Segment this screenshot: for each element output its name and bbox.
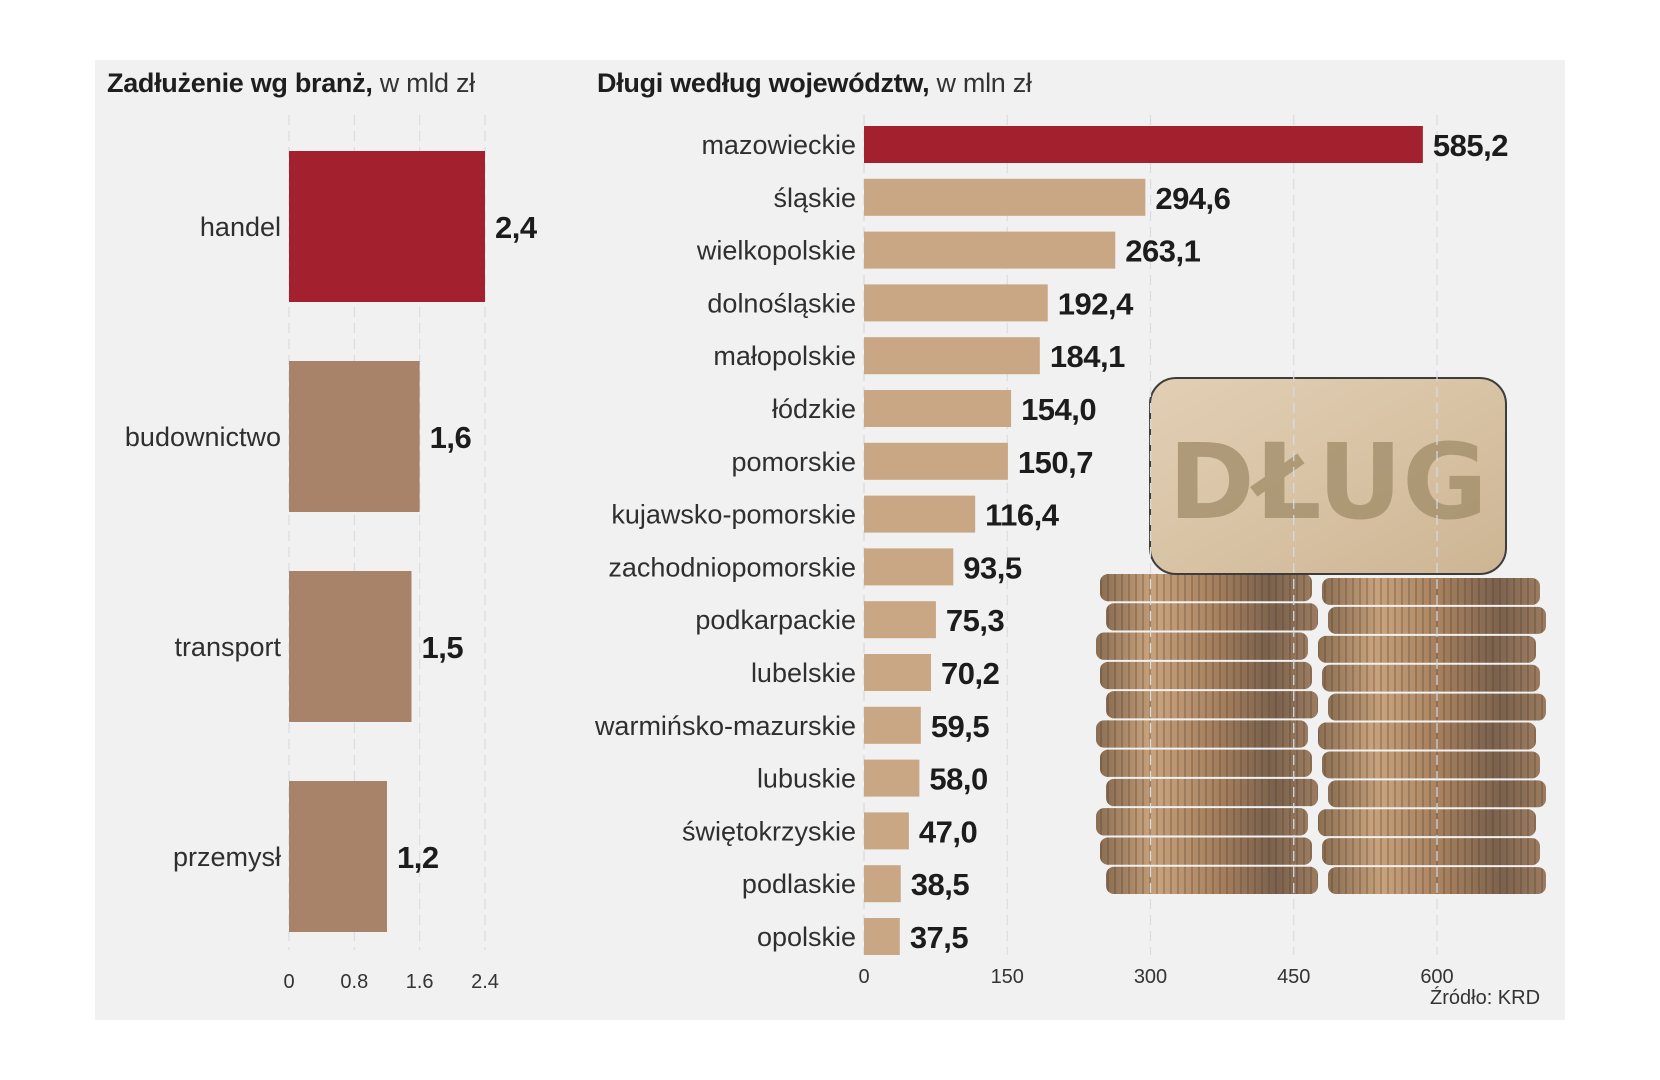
left-bar bbox=[289, 781, 387, 932]
right-bar bbox=[864, 390, 1012, 427]
right-value-label: 70,2 bbox=[941, 656, 999, 691]
right-chart-title: Długi według województw, w mln zł bbox=[597, 68, 1032, 99]
right-bar bbox=[864, 654, 932, 691]
left-x-tick-label: 1.6 bbox=[406, 971, 434, 993]
right-x-tick-label: 450 bbox=[1277, 966, 1310, 988]
right-bar bbox=[864, 231, 1116, 269]
left-chart-title-bold: Zadłużenie wg branż, bbox=[107, 68, 373, 98]
right-bar bbox=[864, 865, 901, 903]
right-value-label: 154,0 bbox=[1021, 392, 1096, 427]
right-bar bbox=[864, 918, 900, 955]
right-bar bbox=[864, 442, 1008, 480]
right-bar bbox=[864, 178, 1146, 216]
left-x-tick-label: 0 bbox=[283, 971, 294, 993]
left-chart-title-unit: w mld zł bbox=[372, 68, 475, 98]
right-value-label: 59,5 bbox=[931, 709, 990, 744]
right-category-label: małopolskie bbox=[713, 341, 856, 371]
right-category-label: podkarpackie bbox=[695, 605, 856, 635]
right-value-label: 263,1 bbox=[1125, 234, 1200, 269]
right-value-label: 75,3 bbox=[946, 603, 1005, 638]
right-category-label: pomorskie bbox=[731, 447, 856, 477]
left-category-label: budownictwo bbox=[125, 422, 281, 452]
right-bar bbox=[864, 759, 920, 797]
right-category-label: mazowieckie bbox=[701, 130, 856, 160]
left-chart-title: Zadłużenie wg branż, w mld zł bbox=[107, 68, 475, 99]
right-bar bbox=[864, 548, 954, 586]
right-value-label: 58,0 bbox=[929, 762, 987, 797]
left-bar bbox=[289, 361, 420, 512]
right-category-label: podlaskie bbox=[742, 869, 856, 899]
right-x-tick-label: 150 bbox=[991, 966, 1024, 988]
right-value-label: 150,7 bbox=[1018, 445, 1093, 480]
left-category-label: przemysł bbox=[173, 842, 281, 872]
right-category-label: dolnośląskie bbox=[707, 288, 856, 318]
right-bar bbox=[864, 337, 1040, 375]
right-category-label: zachodniopomorskie bbox=[608, 552, 856, 582]
right-category-label: lubuskie bbox=[757, 764, 856, 794]
left-category-label: handel bbox=[200, 212, 281, 242]
right-category-label: warmińsko-mazurskie bbox=[594, 711, 856, 741]
right-x-tick-label: 0 bbox=[858, 966, 869, 988]
left-bar bbox=[289, 151, 485, 302]
right-category-label: świętokrzyskie bbox=[682, 816, 856, 846]
right-value-label: 585,2 bbox=[1433, 128, 1508, 163]
left-value-label: 1,6 bbox=[430, 420, 472, 455]
right-category-label: opolskie bbox=[757, 922, 856, 952]
right-category-label: łódzkie bbox=[772, 394, 856, 424]
right-bar bbox=[864, 601, 936, 639]
left-x-tick-label: 0.8 bbox=[340, 971, 368, 993]
right-value-label: 38,5 bbox=[911, 867, 970, 902]
left-x-tick-label: 2.4 bbox=[471, 971, 499, 993]
right-category-label: wielkopolskie bbox=[696, 236, 856, 266]
right-bar bbox=[864, 284, 1048, 322]
right-category-label: śląskie bbox=[773, 183, 856, 213]
right-x-tick-label: 300 bbox=[1134, 966, 1167, 988]
right-chart-title-bold: Długi według województw, bbox=[597, 68, 930, 98]
right-bar bbox=[864, 126, 1423, 163]
right-bar bbox=[864, 812, 909, 850]
left-value-label: 1,2 bbox=[397, 840, 439, 875]
left-category-label: transport bbox=[174, 632, 281, 662]
right-value-label: 192,4 bbox=[1058, 286, 1134, 321]
right-value-label: 93,5 bbox=[963, 550, 1022, 585]
right-chart-title-unit: w mln zł bbox=[929, 68, 1032, 98]
right-bar bbox=[864, 706, 921, 744]
right-value-label: 116,4 bbox=[985, 498, 1060, 533]
right-value-label: 184,1 bbox=[1050, 339, 1125, 374]
left-value-label: 1,5 bbox=[422, 630, 464, 665]
right-bar bbox=[864, 495, 976, 533]
right-value-label: 47,0 bbox=[919, 814, 977, 849]
source-note: Źródło: KRD bbox=[1430, 987, 1541, 1009]
left-value-label: 2,4 bbox=[495, 210, 538, 245]
right-value-label: 294,6 bbox=[1155, 181, 1230, 216]
right-x-tick-label: 600 bbox=[1420, 966, 1453, 988]
right-category-label: lubelskie bbox=[751, 658, 856, 688]
right-value-label: 37,5 bbox=[910, 920, 969, 955]
left-bar bbox=[289, 571, 412, 722]
right-category-label: kujawsko-pomorskie bbox=[611, 500, 856, 530]
